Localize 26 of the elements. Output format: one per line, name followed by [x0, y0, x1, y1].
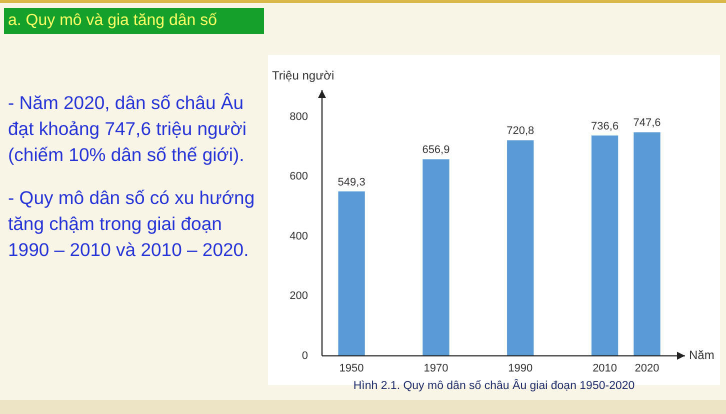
x-tick-label: 1990: [508, 362, 533, 374]
data-label: 747,6: [633, 117, 661, 130]
x-tick-label: 2020: [634, 362, 660, 374]
text: - Năm 2020, dân số châu Âu đạt khoảng 747,6 triệu người (chiếm 10% dân số thế giới).: [8, 91, 248, 167]
y-tick-label: 600: [290, 170, 308, 183]
x-tick-label: 1950: [339, 362, 364, 374]
y-tick-label: 200: [290, 290, 308, 302]
y-axis-title: Triệu người: [272, 68, 334, 82]
x-tick-label: 2010: [592, 362, 618, 374]
text: - Quy mô dân số có xu hướng tăng chậm trong giai đoạn 1990 – 2010 và 2010 – 2020.: [8, 186, 256, 262]
bar: [591, 135, 618, 356]
text: a. Quy mô và gia tăng dân số: [4, 8, 264, 34]
bar: [338, 191, 365, 356]
x-axis-title: Năm: [689, 348, 714, 362]
data-label: 736,6: [591, 120, 619, 132]
data-label: 720,8: [506, 125, 534, 138]
text: Hình 2.1. Quy mô dân số châu Âu giai đoạn 1950-2020: [352, 380, 636, 392]
data-label: 549,3: [338, 176, 366, 188]
bar: [507, 140, 534, 356]
bar: [634, 132, 660, 356]
x-tick-label: 1970: [424, 362, 448, 374]
y-tick-label: 0: [302, 350, 308, 362]
y-tick-label: 400: [290, 230, 308, 242]
y-tick-label: 800: [290, 110, 308, 123]
data-label: 656,9: [422, 144, 450, 156]
bar: [422, 159, 450, 356]
